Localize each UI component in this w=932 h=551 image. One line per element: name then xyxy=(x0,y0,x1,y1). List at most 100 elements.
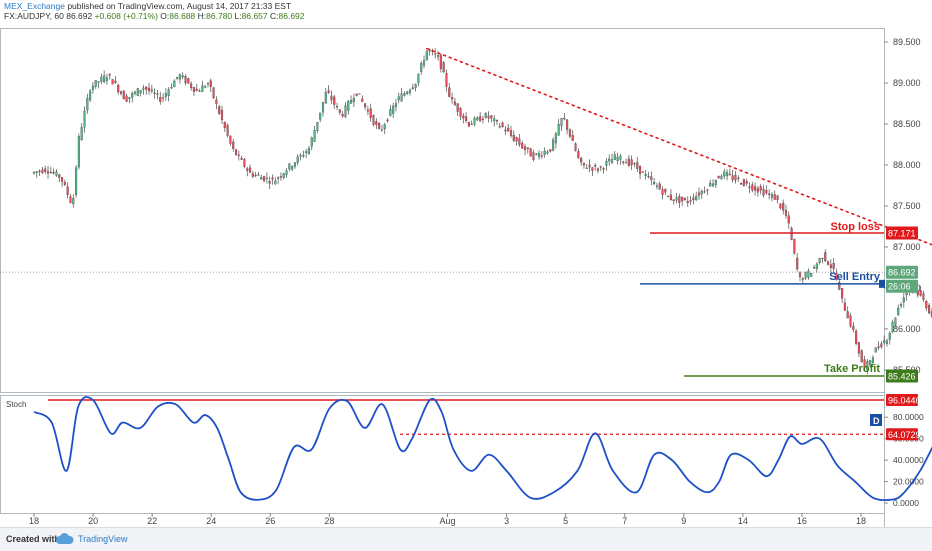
candle-body xyxy=(796,257,799,270)
candle-body xyxy=(195,88,198,91)
candle-body xyxy=(754,186,757,191)
candle-body xyxy=(627,158,630,166)
candle-body xyxy=(69,196,72,203)
candle-body xyxy=(667,196,670,198)
candle-body xyxy=(299,154,302,157)
candle-body xyxy=(114,80,117,84)
candle-body xyxy=(487,115,490,119)
candle-body xyxy=(392,105,395,114)
candle-body xyxy=(709,182,712,187)
candle-body xyxy=(776,195,779,200)
stoch-mid-badge-bg xyxy=(886,428,918,441)
price-tick-label: 89.000 xyxy=(893,78,921,88)
candle-body xyxy=(509,130,513,136)
price-tick-label: 87.500 xyxy=(893,201,921,211)
candle-body xyxy=(83,111,86,128)
candle-body xyxy=(765,190,768,194)
candle-body xyxy=(563,118,566,120)
candle-body xyxy=(358,93,361,95)
candle-body xyxy=(77,136,80,168)
candle-body xyxy=(512,135,515,141)
price-tick-label: 87.000 xyxy=(893,242,921,252)
candle-body xyxy=(773,194,776,200)
candle-body xyxy=(770,193,773,198)
stoch-line xyxy=(33,396,932,502)
candle-body xyxy=(824,252,827,262)
candle-body xyxy=(341,113,344,117)
candle-body xyxy=(41,169,44,173)
candle-body xyxy=(223,122,226,129)
candle-body xyxy=(473,118,476,125)
candle-body xyxy=(515,137,518,142)
candle-body xyxy=(162,97,165,99)
candle-body xyxy=(832,263,835,269)
countdown-badge-bg xyxy=(886,279,918,293)
candle-body xyxy=(661,189,664,195)
candle-body xyxy=(338,109,341,113)
candle-body xyxy=(568,129,571,137)
candle-body xyxy=(218,106,221,115)
candle-body xyxy=(493,118,496,122)
candle-body xyxy=(187,78,190,84)
candle-body xyxy=(734,174,737,181)
candle-body xyxy=(131,93,134,98)
time-tick-label: Aug xyxy=(439,516,455,526)
candle-body xyxy=(470,123,473,125)
candle-body xyxy=(745,181,748,184)
candle-body xyxy=(742,179,745,186)
candle-body xyxy=(762,188,765,196)
candle-body xyxy=(689,200,692,202)
candle-body xyxy=(476,117,479,121)
price-tick-label: 88.500 xyxy=(893,119,921,129)
take-profit-price-badge: 85.426 xyxy=(888,372,916,382)
candle-body xyxy=(703,191,706,193)
candle-body xyxy=(100,76,103,82)
candle-body xyxy=(72,198,75,205)
candle-body xyxy=(748,186,751,188)
candle-body xyxy=(582,162,586,166)
candle-body xyxy=(843,302,846,311)
candle-body xyxy=(403,93,406,96)
last-price-badge-bg xyxy=(886,265,918,279)
candle-body xyxy=(310,137,313,147)
candle-body xyxy=(378,123,381,129)
candle-body xyxy=(453,101,456,106)
candle-body xyxy=(540,155,543,157)
candle-body xyxy=(678,196,681,203)
candle-body xyxy=(451,97,454,100)
candle-body xyxy=(192,87,195,92)
stop-loss-price-badge-bg xyxy=(886,226,918,240)
symbol[interactable]: FX:AUDJPY, 60 xyxy=(4,11,64,21)
h-label: H: xyxy=(197,11,207,21)
candle-body xyxy=(726,172,729,177)
tradingview-brand[interactable]: TradingView xyxy=(78,534,128,544)
candle-body xyxy=(835,273,838,280)
candle-body xyxy=(686,201,689,203)
publish-line: MEX_Exchange published on TradingView.co… xyxy=(4,1,291,11)
candle-body xyxy=(136,88,139,96)
candle-body xyxy=(133,91,137,94)
stop-loss-price-badge: 87.171 xyxy=(888,228,916,238)
candle-body xyxy=(232,141,235,149)
candle-body xyxy=(249,167,252,173)
candle-body xyxy=(720,175,723,180)
stoch-marker-bg xyxy=(870,414,882,426)
price-tick-label: 89.500 xyxy=(893,37,921,47)
candle-body xyxy=(307,147,311,154)
stoch-marker-label: D xyxy=(873,416,880,426)
candle-body xyxy=(728,173,731,175)
candle-body xyxy=(226,125,229,136)
candle-body xyxy=(240,158,243,160)
candle-body xyxy=(428,49,431,52)
candle-body xyxy=(650,176,653,180)
candle-body xyxy=(633,163,636,165)
candle-body xyxy=(546,151,549,154)
candle-body xyxy=(436,55,440,57)
candle-body xyxy=(38,170,41,172)
candle-body xyxy=(821,257,824,259)
candle-body xyxy=(122,90,125,100)
author-link[interactable]: MEX_Exchange xyxy=(4,1,65,11)
candle-body xyxy=(740,183,743,185)
candle-body xyxy=(543,151,546,155)
candle-body xyxy=(756,188,759,193)
